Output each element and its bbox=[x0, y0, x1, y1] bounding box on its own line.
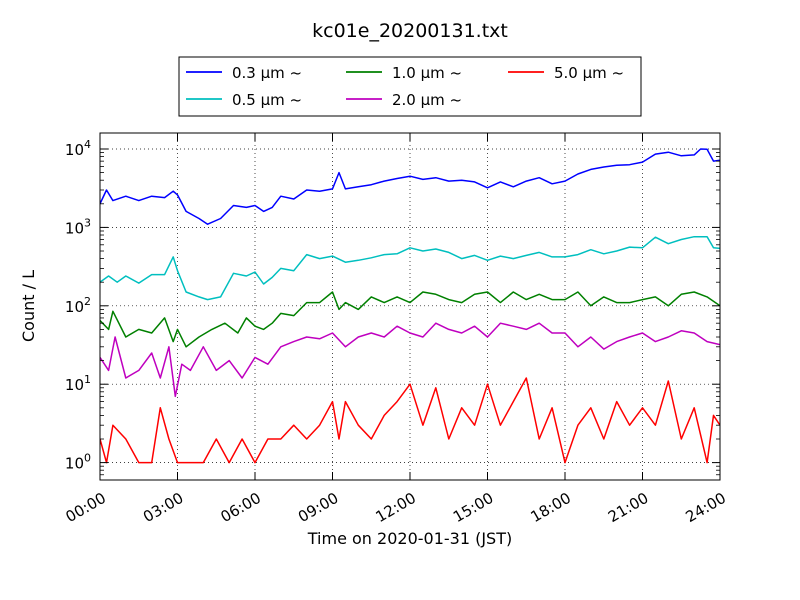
legend-label: 2.0 μm ~ bbox=[392, 91, 462, 109]
legend: 0.3 μm ~ 0.5 μm ~ 1.0 μm ~ 2.0 μm ~ 5.0 μm ~ bbox=[178, 56, 642, 117]
gridlines bbox=[100, 133, 720, 480]
legend-label: 0.5 μm ~ bbox=[232, 91, 302, 109]
series-line bbox=[100, 235, 720, 301]
series-line bbox=[100, 291, 720, 348]
y-tick-label: 101 bbox=[65, 373, 91, 394]
x-axis-label: Time on 2020-01-31 (JST) bbox=[307, 529, 512, 548]
legend-label: 5.0 μm ~ bbox=[554, 64, 624, 82]
y-axis-label: Count / L bbox=[19, 270, 38, 342]
legend-label: 0.3 μm ~ bbox=[232, 64, 302, 82]
y-tick-label: 102 bbox=[65, 295, 91, 316]
series-line bbox=[100, 322, 720, 398]
series-line bbox=[100, 377, 720, 464]
legend-entries: 0.3 μm ~ 0.5 μm ~ 1.0 μm ~ 2.0 μm ~ 5.0 μm ~ bbox=[186, 64, 624, 109]
legend-label: 1.0 μm ~ bbox=[392, 64, 462, 82]
chart-title: kc01e_20200131.txt bbox=[312, 20, 508, 42]
series-lines bbox=[100, 148, 720, 464]
y-axis-ticks: 100 101 102 103 104 bbox=[65, 138, 720, 481]
series-line bbox=[100, 148, 720, 225]
legend-frame bbox=[178, 56, 642, 117]
y-tick-label: 100 bbox=[65, 452, 91, 473]
y-tick-label: 104 bbox=[65, 138, 91, 159]
y-tick-label: 103 bbox=[65, 216, 91, 237]
